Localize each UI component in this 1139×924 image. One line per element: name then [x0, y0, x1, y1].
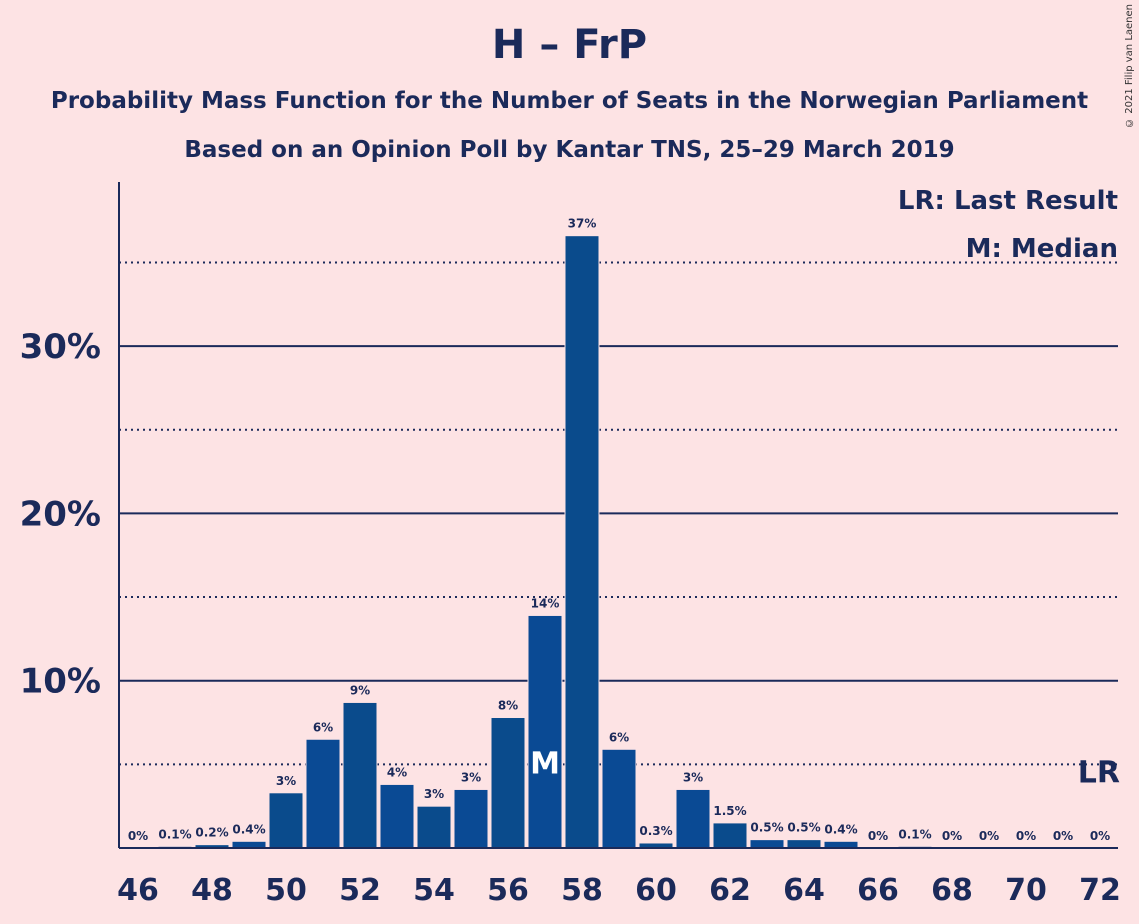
x-tick-label: 54	[413, 873, 455, 908]
data-label-51: 6%	[313, 720, 333, 734]
x-tick-labels: 46 48 50 52 54 56 58 60 62 64 66 68 70 72	[117, 873, 1121, 908]
x-tick-label: 48	[191, 873, 233, 908]
y-tick-label: 10%	[20, 662, 101, 702]
bar-59	[601, 748, 637, 849]
bar-51	[305, 738, 341, 849]
y-tick-label: 30%	[20, 327, 101, 367]
chart-subtitle-1: Probability Mass Function for the Number…	[50, 88, 1089, 114]
median-marker: M	[530, 747, 560, 782]
data-label-64: 0.5%	[787, 821, 820, 835]
data-label-48: 0.2%	[195, 826, 228, 840]
data-label-69: 0%	[979, 829, 999, 843]
data-label-47: 0.1%	[158, 827, 191, 841]
bar-58	[564, 235, 600, 849]
data-label-60: 0.3%	[639, 824, 672, 838]
data-label-62: 1.5%	[713, 804, 746, 818]
x-tick-label: 58	[561, 873, 603, 908]
data-label-50: 3%	[276, 774, 296, 788]
bar-50	[268, 792, 304, 849]
bar-64	[786, 839, 822, 849]
x-tick-label: 50	[265, 873, 307, 908]
bar-57	[527, 614, 563, 849]
data-label-56: 8%	[498, 699, 518, 713]
x-tick-label: 68	[931, 873, 973, 908]
chart-subtitle-2: Based on an Opinion Poll by Kantar TNS, …	[184, 137, 955, 163]
data-label-63: 0.5%	[750, 821, 783, 835]
axes	[118, 182, 1118, 849]
data-label-57: 14%	[531, 596, 560, 610]
data-label-68: 0%	[942, 829, 962, 843]
legend-median: M: Median	[966, 234, 1118, 264]
y-tick-labels: 10% 20% 30%	[20, 327, 101, 702]
x-tick-label: 70	[1005, 873, 1047, 908]
data-label-71: 0%	[1053, 829, 1073, 843]
x-tick-label: 66	[857, 873, 899, 908]
data-labels: 0% 0.1% 0.2% 0.4% 3% 6% 9% 4% 3% 3% 8% 14% 37% 6% 0.3%…	[128, 217, 1110, 843]
gridlines	[119, 261, 1118, 766]
x-tick-label: 62	[709, 873, 751, 908]
bar-52	[342, 701, 378, 849]
bar-55	[453, 788, 489, 849]
data-label-61: 3%	[683, 770, 703, 784]
x-tick-label: 56	[487, 873, 529, 908]
x-tick-label: 72	[1079, 873, 1121, 908]
data-label-54: 3%	[424, 787, 444, 801]
x-tick-label: 46	[117, 873, 159, 908]
data-label-55: 3%	[461, 770, 481, 784]
data-label-66: 0%	[868, 829, 888, 843]
bar-61	[675, 788, 711, 849]
chart-title: H – FrP	[491, 22, 648, 68]
last-result-marker: LR	[1078, 755, 1120, 790]
data-label-46: 0%	[128, 829, 148, 843]
data-label-72: 0%	[1090, 829, 1110, 843]
bar-49	[231, 840, 267, 849]
x-tick-label: 64	[783, 873, 825, 908]
bars: M LR	[157, 235, 1120, 849]
data-label-52: 9%	[350, 683, 370, 697]
bar-65	[823, 840, 859, 849]
bar-63	[749, 839, 785, 849]
data-label-65: 0.4%	[824, 822, 857, 836]
bar-62	[712, 822, 748, 849]
y-tick-label: 20%	[20, 494, 101, 534]
x-tick-label: 60	[635, 873, 677, 908]
bar-53	[379, 783, 415, 849]
bar-56	[490, 717, 526, 849]
x-tick-label: 52	[339, 873, 381, 908]
data-label-58: 37%	[568, 217, 597, 231]
data-label-67: 0.1%	[898, 827, 931, 841]
data-label-70: 0%	[1016, 829, 1036, 843]
data-label-49: 0.4%	[232, 822, 265, 836]
data-label-59: 6%	[609, 730, 629, 744]
data-label-53: 4%	[387, 765, 407, 779]
bar-54	[416, 805, 452, 849]
legend-last-result: LR: Last Result	[898, 186, 1118, 216]
